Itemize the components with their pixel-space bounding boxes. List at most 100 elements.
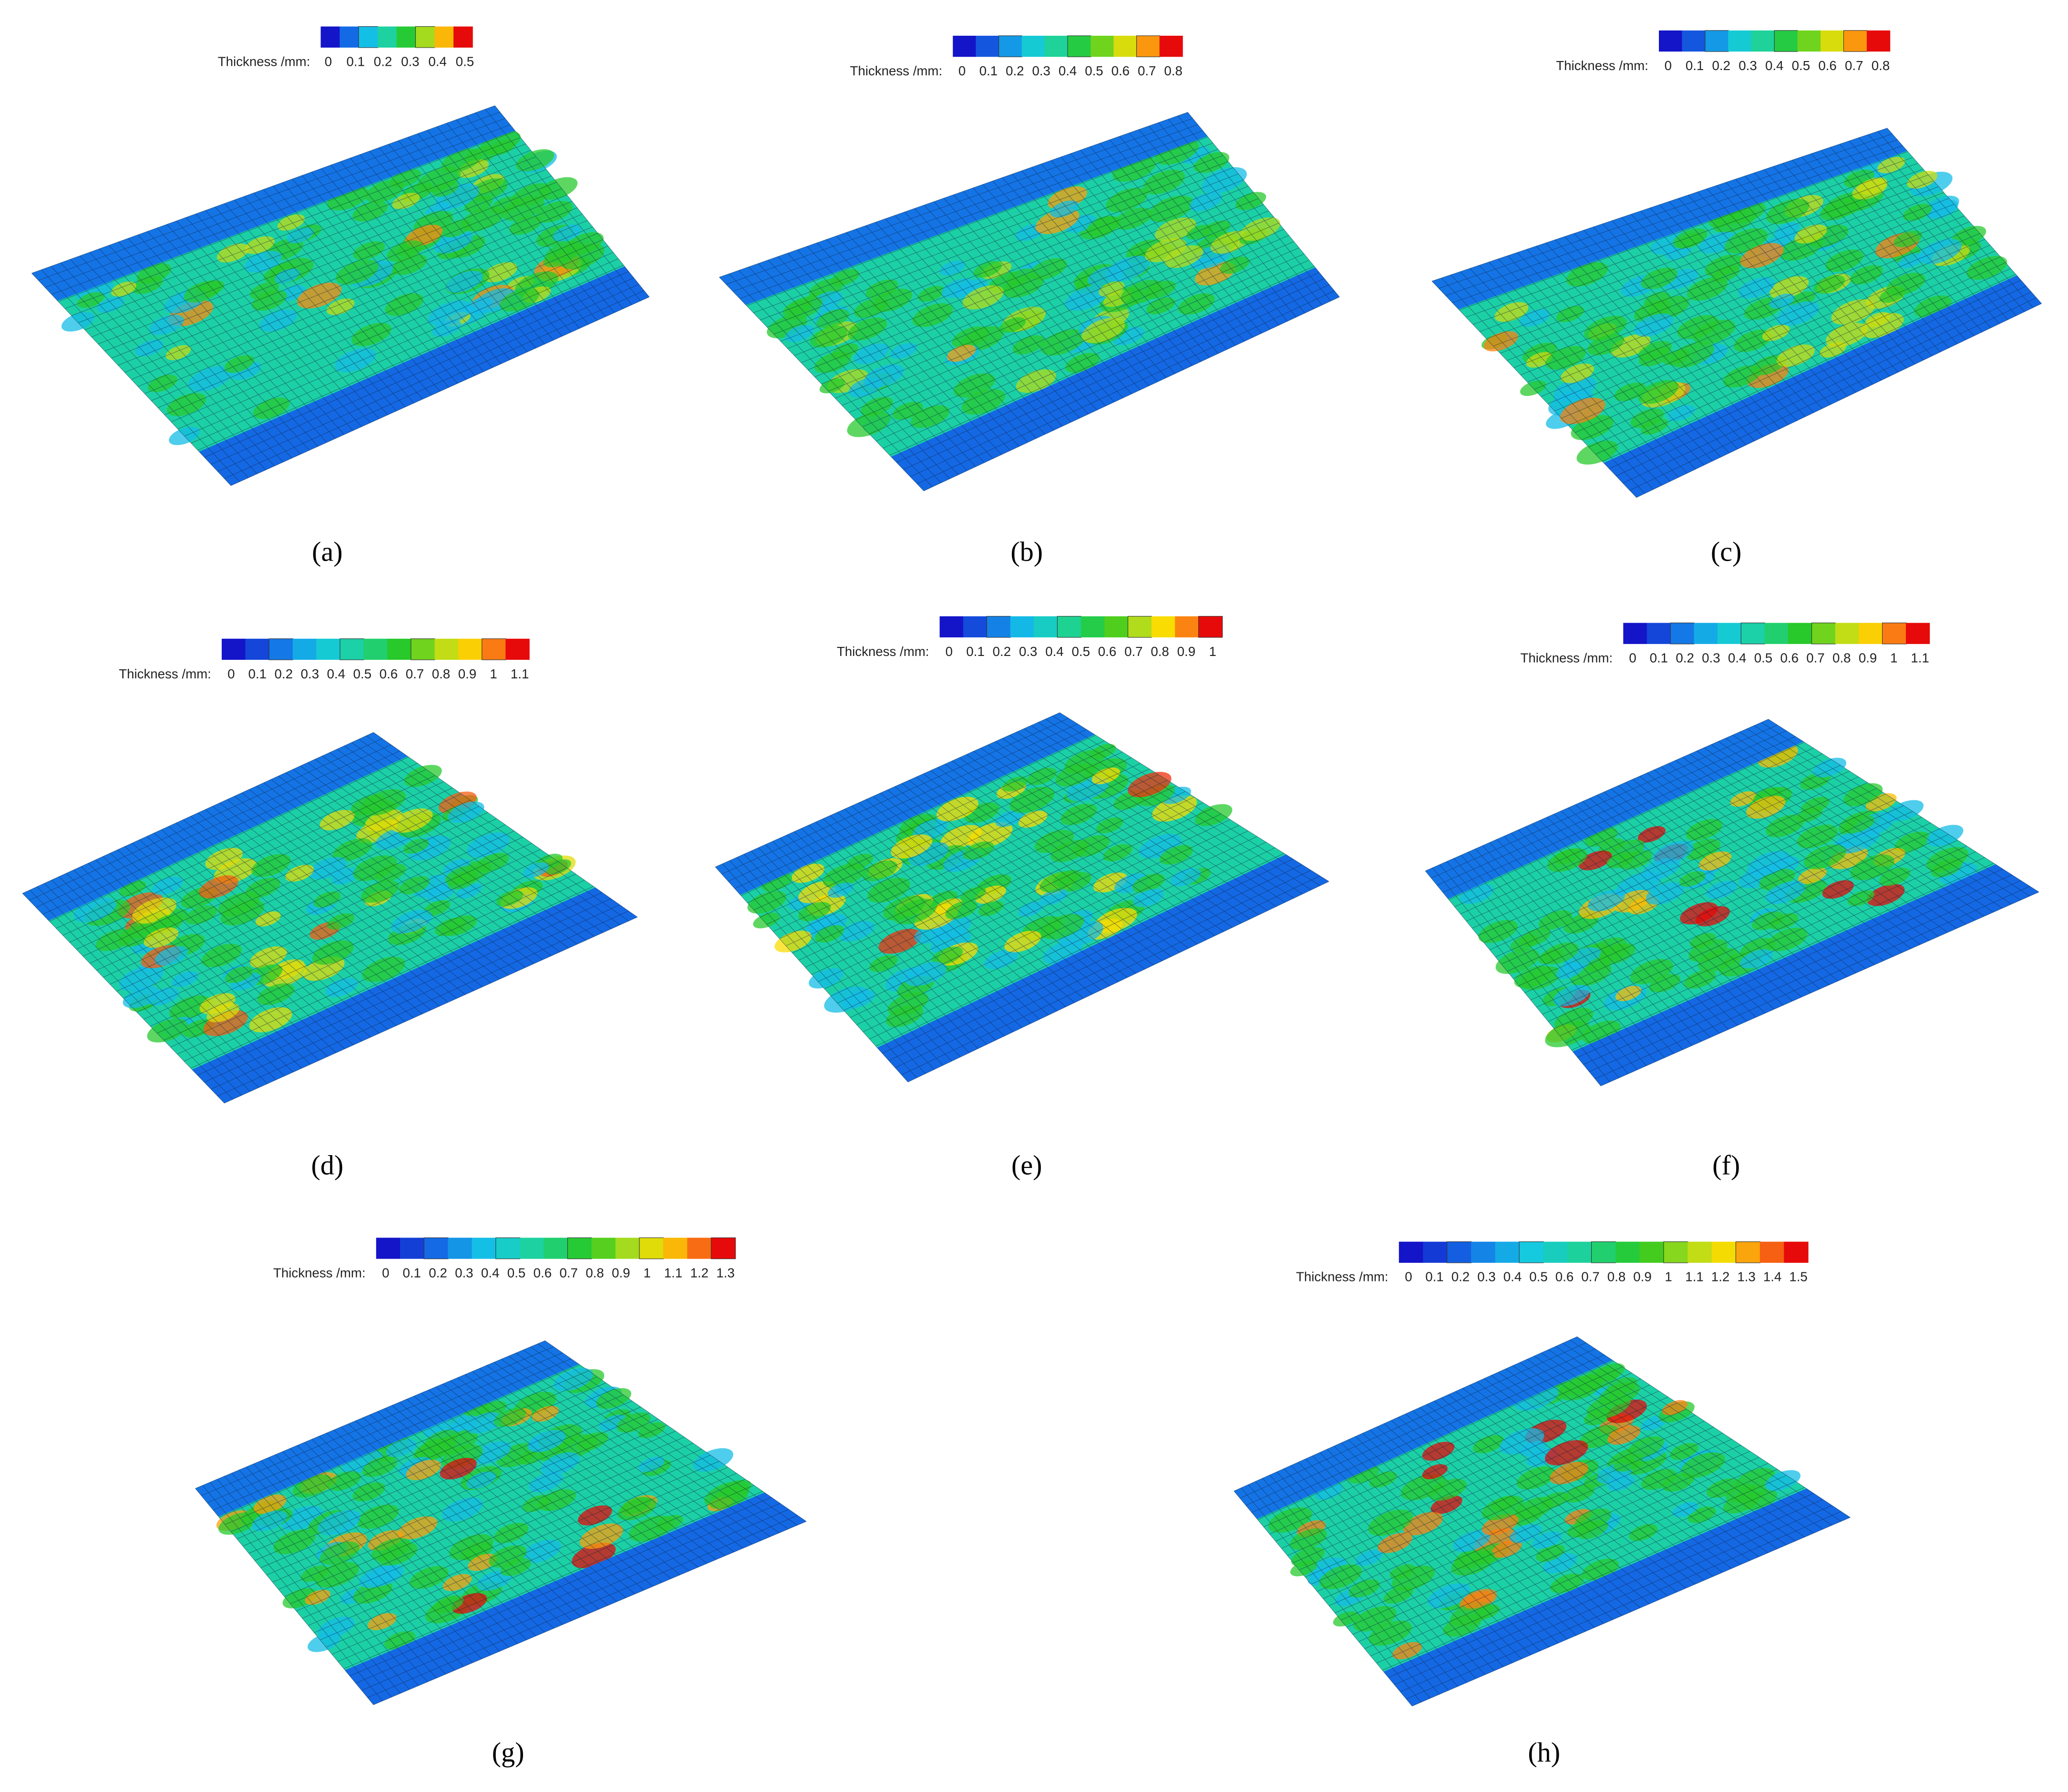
colorbar-cell [1057, 616, 1082, 638]
colorbar-cell [1759, 1241, 1785, 1263]
panel-label: (g) [492, 1737, 525, 1768]
thickness-blob [1599, 943, 1630, 962]
colorbar-cell [1615, 1241, 1640, 1263]
colorbar-tick-label: 1.4 [1763, 1270, 1781, 1284]
colorbar-tick-label: 0 [325, 54, 332, 69]
thickness-blob [1641, 267, 1678, 289]
thickness-blob [440, 1457, 477, 1480]
thickness-blob [1850, 265, 1883, 285]
thickness-blob [945, 900, 977, 920]
thickness-blob [334, 348, 376, 373]
colorbar-tick-label: 0.4 [1503, 1270, 1522, 1284]
thickness-blob [1154, 217, 1196, 242]
thickness-blob [1547, 848, 1588, 872]
thickness-blob [786, 300, 813, 316]
colorbar-cell [1113, 35, 1137, 57]
colorbar-tick-label: 0.9 [1177, 644, 1195, 659]
thickness-blob [1516, 1466, 1556, 1490]
thickness-blob [1554, 376, 1596, 402]
colorbar-cell [615, 1238, 640, 1259]
colorbar-tick-label: 0.1 [1686, 58, 1704, 73]
colorbar-tick-label: 1.1 [1685, 1270, 1703, 1284]
mesh [719, 112, 1340, 492]
colorbar-tick-label: 0.1 [402, 1265, 421, 1280]
colorbar-cell [1623, 623, 1647, 644]
colorbar-cell [1687, 1241, 1712, 1263]
edge-band [1234, 1336, 1613, 1519]
colorbar-tick-label: 0.2 [1006, 63, 1024, 78]
panel-label: (a) [312, 536, 342, 567]
thickness-blob [1813, 275, 1845, 294]
colorbar-tick-label: 0.8 [1164, 63, 1182, 78]
colorbar-tick-label: 0.6 [1818, 58, 1836, 73]
thickness-blob [1103, 844, 1132, 861]
thickness-blob [500, 1558, 531, 1576]
thickness-blob [472, 1441, 511, 1464]
thickness-blob [862, 860, 897, 881]
thickness-blob [941, 278, 975, 298]
colorbar-cell [1740, 623, 1766, 645]
mesh [1425, 719, 2039, 1086]
colorbar-tick-label: 0.6 [1098, 644, 1116, 659]
thickness-blob [1544, 1440, 1588, 1465]
thickness-blob [1193, 152, 1230, 173]
colorbar-tick-label: 0.2 [1712, 58, 1730, 73]
thickness-blob [1567, 1520, 1597, 1537]
colorbar-tick-label: 0 [1665, 58, 1672, 73]
thickness-blob [1812, 758, 1846, 778]
thickness-blob [1820, 342, 1846, 358]
thickness-blob [579, 1523, 623, 1549]
thickness-blob [1422, 1442, 1455, 1461]
thickness-blob [188, 366, 232, 391]
colorbar-tick-label: 1 [643, 1265, 650, 1280]
thickness-blob [147, 374, 178, 392]
thickness-blob [315, 1562, 359, 1588]
colorbar-cell [1859, 623, 1883, 644]
colorbar-tick-label: 0.4 [1728, 651, 1746, 666]
colorbar-cell [710, 1237, 736, 1260]
panel-label: (f) [1712, 1149, 1740, 1180]
thickness-blob [1653, 840, 1694, 865]
thickness-blob [1893, 230, 1923, 247]
colorbar-tick-label: 0.6 [1555, 1270, 1574, 1284]
colorbar-tick-label: 1.1 [1911, 651, 1929, 666]
colorbar-cell [1080, 616, 1105, 638]
thickness-blob [1556, 306, 1584, 322]
thickness-blob [184, 280, 222, 303]
thickness-blob [1637, 380, 1678, 404]
edge-band [31, 105, 515, 301]
colorbar-tick-label: 0.6 [380, 666, 398, 681]
colorbar-tick-label: 0.2 [993, 644, 1011, 659]
colorbar-cell [1659, 30, 1683, 52]
colorbar-tick-label: 0.2 [429, 1265, 447, 1280]
colorbar-tick-label: 0.9 [612, 1265, 630, 1280]
thickness-blob [149, 314, 185, 335]
edge-band [1604, 275, 2042, 498]
thickness-blob [1705, 254, 1743, 277]
edge-band [891, 267, 1340, 491]
colorbar-tick-label: 0.9 [1633, 1270, 1651, 1284]
thickness-blob [831, 269, 860, 286]
thickness-blob [1463, 1591, 1493, 1609]
colorbar-tick-label: 0.3 [1702, 651, 1720, 666]
colorbar-title: Thickness /mm: [837, 644, 929, 659]
thickness-blob [250, 946, 287, 968]
mesh [31, 105, 650, 486]
colorbar-cell [1784, 1241, 1809, 1263]
panel: 0 0.1 0.2 0.3 0.4 0.5 0.6 0.7 0.8 Thickness /mm: (… [1431, 30, 2042, 567]
colorbar-tick-label: 1.2 [1711, 1270, 1729, 1284]
thickness-blob [466, 1471, 496, 1489]
colorbar-cell [320, 26, 340, 48]
thickness-blob [1588, 890, 1626, 911]
colorbar-tick-label: 0.9 [1859, 651, 1877, 666]
colorbar-cell [268, 638, 294, 660]
colorbar-tick-label: 0.3 [1032, 63, 1050, 78]
thickness-blob [1018, 810, 1048, 828]
colorbar-tick-label: 0.3 [1739, 58, 1757, 73]
thickness-blob [1482, 1495, 1524, 1520]
colorbar-tick-label: 0.8 [1832, 651, 1851, 666]
thickness-blob [1766, 881, 1806, 904]
colorbar-cell [423, 1237, 449, 1260]
colorbar-tick-label: 0 [382, 1265, 389, 1280]
thickness-blob [367, 1565, 404, 1587]
